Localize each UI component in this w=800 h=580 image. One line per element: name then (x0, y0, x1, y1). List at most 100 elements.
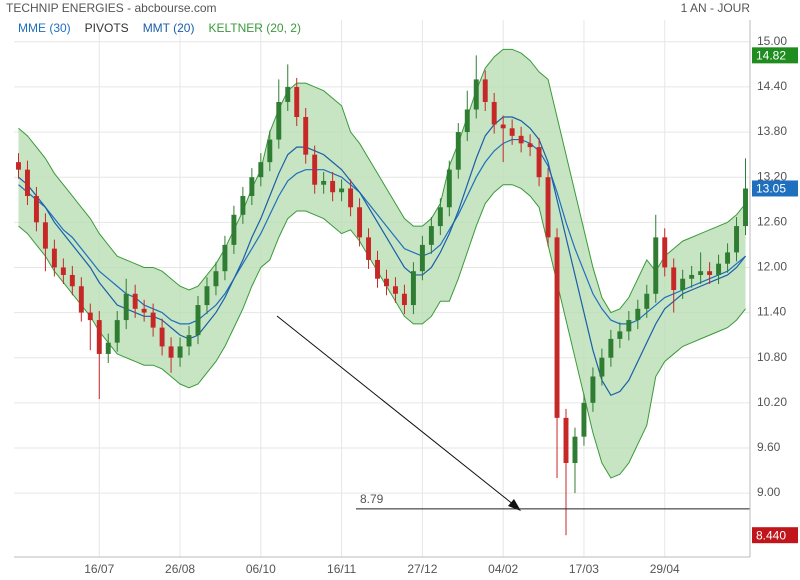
legend-entry: KELTNER (20, 2) (208, 21, 300, 35)
candle-body (446, 169, 452, 208)
candle-body (428, 226, 434, 245)
candle-body (734, 226, 740, 253)
candle-body (572, 436, 578, 463)
candle-body (231, 214, 237, 245)
arrow-line (276, 315, 515, 506)
candle-body (545, 177, 551, 238)
x-tick-label: 16/07 (84, 562, 114, 576)
x-tick-label: 26/08 (165, 562, 195, 576)
candle-body (518, 135, 524, 144)
arrow-head (508, 499, 521, 511)
candle-body (617, 331, 623, 339)
y-tick-label: 12.00 (757, 260, 787, 274)
candle-body (96, 320, 102, 354)
candle-body (464, 109, 470, 133)
candle-body (69, 274, 75, 287)
candle-body (285, 86, 291, 102)
y-tick-label: 12.60 (757, 214, 787, 228)
candle-body (743, 188, 748, 227)
candle-body (680, 278, 686, 291)
candle-body (689, 274, 695, 279)
candle-body (249, 177, 255, 196)
candle-body (159, 327, 165, 347)
candle-body (662, 237, 668, 268)
overlay: 8.79 (276, 315, 750, 511)
candle-body (707, 271, 713, 275)
y-tick-label: 15.00 (757, 34, 787, 48)
y-tick-label: 10.80 (757, 350, 787, 364)
y-tick-label: 14.40 (757, 79, 787, 93)
ma-line (18, 116, 746, 397)
candle-body (563, 417, 569, 463)
candle-body (312, 154, 318, 185)
y-tick-label: 13.20 (757, 169, 787, 183)
x-tick-label: 27/12 (407, 562, 437, 576)
candle-body (195, 305, 201, 336)
x-tick-label: 16/11 (327, 562, 356, 576)
lines (18, 116, 746, 397)
keltner-lower (18, 184, 746, 479)
candle-body (357, 207, 363, 238)
ma-line (18, 138, 746, 325)
candle-body (725, 252, 731, 264)
candle-body (581, 402, 587, 437)
candle-body (303, 117, 309, 155)
candle-body (177, 346, 183, 358)
candle-body (644, 293, 650, 309)
candle-body (168, 346, 174, 358)
candle-body (419, 244, 425, 272)
candle-body (716, 263, 722, 275)
candle-body (608, 338, 614, 358)
x-tick-label: 04/02 (488, 562, 518, 576)
price-tag (752, 180, 798, 197)
candle-body (599, 357, 605, 377)
y-tick-label: 13.80 (757, 124, 787, 138)
legend-entry: MME (30) (18, 21, 71, 35)
candle-body (653, 237, 659, 294)
candle-body (222, 244, 228, 272)
candle-body (204, 286, 210, 306)
legend-entry: MMT (20) (143, 21, 195, 35)
candle-body (348, 188, 354, 208)
candle-body (42, 222, 48, 249)
pivot-label: 8.79 (360, 492, 384, 506)
price-tag-label: 8.440 (756, 528, 786, 542)
candle-body (150, 312, 156, 328)
price-tag (752, 47, 798, 64)
y-tick-label: 9.00 (757, 485, 781, 499)
candle-body (321, 180, 327, 185)
candle-body (366, 237, 372, 260)
candle-body (132, 293, 138, 309)
candle-body (24, 169, 30, 196)
keltner-band (18, 48, 746, 479)
candle-body (258, 162, 264, 178)
candle-body (384, 278, 389, 287)
candle-body (698, 271, 704, 275)
candle-body (60, 267, 66, 275)
candle-body (437, 207, 443, 227)
chart-title: TECHNIP ENERGIES - abcbourse.com (6, 1, 217, 15)
x-tick-label: 06/10 (246, 562, 276, 576)
candle-body (213, 271, 219, 287)
candle-body (186, 335, 192, 347)
candle-body (267, 139, 273, 163)
candle-body (473, 79, 479, 110)
candle-body (375, 259, 380, 279)
candle-body (114, 320, 120, 343)
candle-body (294, 86, 300, 118)
candle-body (330, 180, 336, 193)
chart-subtitle: 1 AN - JOUR (681, 1, 751, 15)
keltner-fill (18, 49, 746, 479)
candle-body (105, 342, 111, 354)
candle-body (339, 188, 345, 193)
y-tick-label: 11.40 (757, 305, 786, 319)
keltner-upper (18, 48, 746, 314)
axis: 15.00 14.40 13.80 13.20 12.60 12.00 11.40 10.80… (14, 20, 798, 576)
candle-body (491, 101, 497, 125)
candle-body (554, 237, 560, 418)
candle-body (482, 79, 488, 102)
candle-body (410, 271, 416, 306)
candle-body (509, 128, 515, 136)
